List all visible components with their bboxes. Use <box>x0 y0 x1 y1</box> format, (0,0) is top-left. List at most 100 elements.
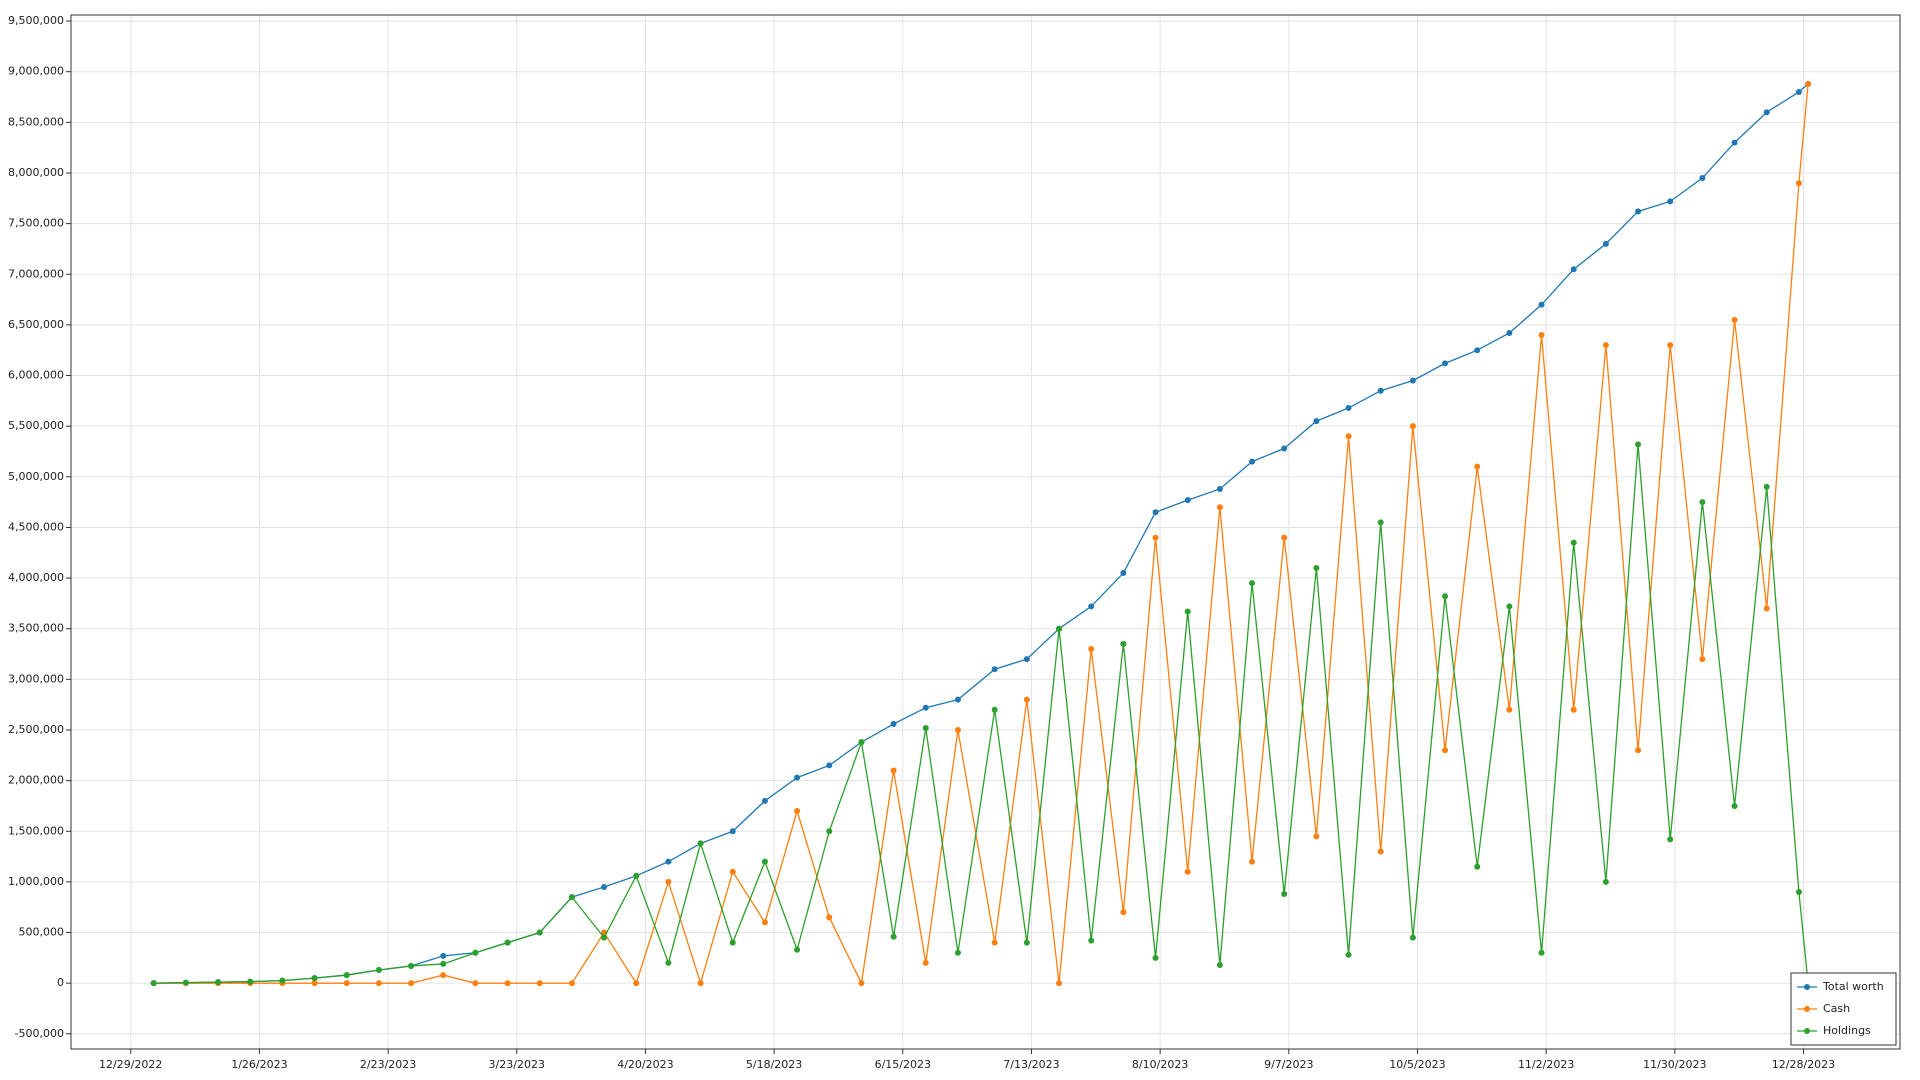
data-point <box>922 724 929 731</box>
data-point <box>1731 139 1738 146</box>
legend: Total worth Cash Holdings <box>1790 972 1897 1046</box>
data-point <box>1699 175 1706 182</box>
data-point <box>1377 387 1384 394</box>
x-tick-label: 4/20/2023 <box>617 1058 673 1071</box>
data-point <box>1409 377 1416 384</box>
x-tick-label: 11/2/2023 <box>1518 1058 1574 1071</box>
data-point <box>858 980 865 987</box>
data-point <box>1474 863 1481 870</box>
data-point <box>633 980 640 987</box>
data-point <box>1538 949 1545 956</box>
data-point <box>633 872 640 879</box>
legend-label: Holdings <box>1823 1024 1871 1037</box>
data-point <box>343 980 350 987</box>
data-point <box>1731 802 1738 809</box>
y-tick-label: 1,000,000 <box>8 875 64 888</box>
y-tick-label: 6,500,000 <box>8 318 64 331</box>
data-point <box>890 720 897 727</box>
x-tick-label: 10/5/2023 <box>1389 1058 1445 1071</box>
data-point <box>1805 80 1812 87</box>
data-point <box>215 979 222 986</box>
data-point <box>991 666 998 673</box>
data-point <box>536 929 543 936</box>
data-point <box>794 774 801 781</box>
legend-marker <box>1804 984 1810 990</box>
data-point <box>1120 570 1127 577</box>
data-point <box>794 946 801 953</box>
data-point <box>1249 858 1256 865</box>
y-tick-label: 500,000 <box>19 926 65 939</box>
data-point <box>1667 198 1674 205</box>
data-point <box>472 980 479 987</box>
data-point <box>922 704 929 711</box>
data-point <box>504 980 511 987</box>
legend-label: Total worth <box>1822 980 1884 993</box>
x-tick-label: 5/18/2023 <box>746 1058 802 1071</box>
data-point <box>601 934 608 941</box>
data-point <box>343 972 350 979</box>
data-point <box>1699 656 1706 663</box>
series-line <box>153 444 1809 984</box>
data-point <box>729 828 736 835</box>
data-point <box>1409 934 1416 941</box>
data-point <box>472 949 479 956</box>
data-point <box>1088 645 1095 652</box>
data-point <box>1313 418 1320 425</box>
data-point <box>182 979 189 986</box>
y-tick-label: 8,500,000 <box>8 115 64 128</box>
data-point <box>1667 342 1674 349</box>
data-point <box>991 939 998 946</box>
data-point <box>1442 593 1449 600</box>
data-point <box>601 883 608 890</box>
data-point <box>761 858 768 865</box>
data-point <box>1795 180 1802 187</box>
data-point <box>1570 266 1577 273</box>
data-point <box>729 939 736 946</box>
data-point <box>504 939 511 946</box>
data-point <box>991 706 998 713</box>
data-point <box>1216 961 1223 968</box>
y-tick-label: 9,000,000 <box>8 65 64 78</box>
data-point <box>1377 848 1384 855</box>
data-point <box>1602 342 1609 349</box>
y-tick-label: 5,000,000 <box>8 470 64 483</box>
x-tick-label: 12/28/2023 <box>1772 1058 1835 1071</box>
data-point <box>1088 603 1095 610</box>
data-point <box>1635 208 1642 215</box>
x-tick-label: 2/23/2023 <box>360 1058 416 1071</box>
y-tick-label: 2,500,000 <box>8 723 64 736</box>
data-point <box>375 967 382 974</box>
data-point <box>440 952 447 959</box>
data-point <box>1763 483 1770 490</box>
data-point <box>1635 747 1642 754</box>
data-point <box>150 980 157 987</box>
data-point <box>408 980 415 987</box>
x-tick-label: 7/13/2023 <box>1003 1058 1059 1071</box>
y-tick-label: 4,000,000 <box>8 571 64 584</box>
data-point <box>1056 625 1063 632</box>
y-tick-label: 1,500,000 <box>8 824 64 837</box>
data-point <box>1570 539 1577 546</box>
y-tick-label: 7,500,000 <box>8 217 64 230</box>
data-point <box>1345 404 1352 411</box>
data-point <box>794 808 801 815</box>
data-point <box>1120 640 1127 647</box>
legend-label: Cash <box>1823 1002 1850 1015</box>
data-point <box>1216 485 1223 492</box>
data-point <box>568 980 575 987</box>
data-point <box>1506 706 1513 713</box>
y-tick-label: 2,000,000 <box>8 774 64 787</box>
data-point <box>1216 504 1223 511</box>
data-point <box>1409 423 1416 430</box>
data-point <box>954 949 961 956</box>
data-point <box>890 933 897 940</box>
data-point <box>1152 534 1159 541</box>
data-point <box>1088 937 1095 944</box>
data-point <box>761 797 768 804</box>
data-point <box>247 978 254 985</box>
data-point <box>1023 696 1030 703</box>
y-tick-label: -500,000 <box>15 1027 64 1040</box>
legend-marker <box>1804 1028 1810 1034</box>
data-point <box>1474 463 1481 470</box>
